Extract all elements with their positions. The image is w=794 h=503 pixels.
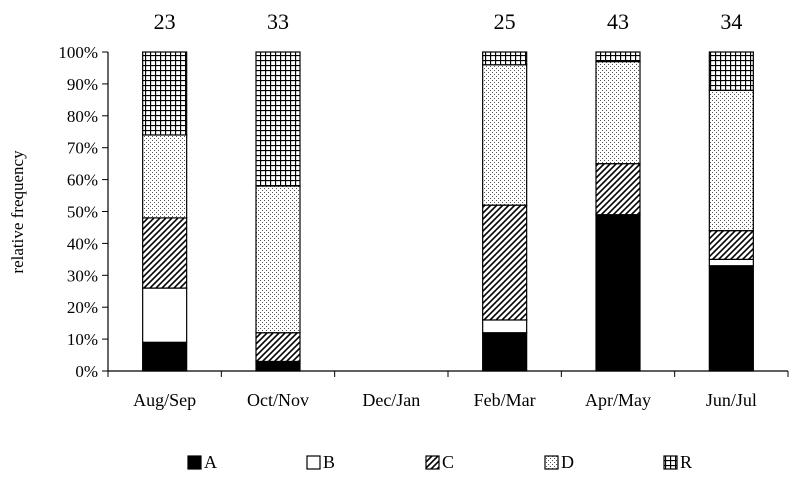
bar-segment-b — [482, 319, 528, 334]
bar-segment-b — [708, 258, 754, 267]
y-tick-label: 80% — [67, 107, 98, 126]
bar-segment-a — [482, 332, 528, 372]
y-axis: 0% 10% 20% 30% 40% 50% 60% 70% 80% 90% 100% — [58, 43, 109, 381]
bar-total-label: 23 — [154, 9, 176, 34]
bar-segment-a — [595, 214, 641, 372]
y-axis-label: relative frequency — [8, 150, 27, 274]
legend-swatch-c — [425, 455, 440, 470]
y-tick-label: 40% — [67, 234, 98, 253]
bar-total-label: 34 — [720, 9, 742, 34]
bar-segment-d — [595, 60, 641, 165]
x-tick-label: Dec/Jan — [362, 390, 420, 410]
bar-totals: 23 33 25 43 34 — [154, 9, 743, 34]
legend-swatch-a — [187, 455, 202, 470]
bar-segment-r — [142, 51, 188, 136]
y-tick-label: 100% — [58, 43, 98, 62]
legend-label-r: R — [680, 452, 692, 472]
x-tick-label: Aug/Sep — [133, 390, 196, 410]
x-axis: Aug/Sep Oct/Nov Dec/Jan Feb/Mar Apr/May Jun/J… — [107, 370, 789, 410]
bar-segment-a — [142, 341, 188, 372]
bar-segment-a — [255, 360, 301, 372]
legend-label-c: C — [442, 452, 454, 472]
bar-total-label: 33 — [267, 9, 289, 34]
legend-label-a: A — [204, 452, 217, 472]
bar-segment-d — [142, 134, 188, 219]
x-tick-label: Jun/Jul — [706, 390, 757, 410]
y-tick-label: 10% — [67, 330, 98, 349]
legend-label-d: D — [561, 452, 574, 472]
bar-segment-r — [708, 51, 754, 91]
bar-segment-d — [255, 185, 301, 334]
bar-segment-d — [708, 89, 754, 232]
legend-label-b: B — [323, 452, 335, 472]
y-tick-label: 90% — [67, 75, 98, 94]
x-tick-label: Oct/Nov — [247, 390, 309, 410]
bar-segment-r — [482, 51, 528, 66]
y-tick-label: 20% — [67, 298, 98, 317]
y-tick-label: 70% — [67, 139, 98, 158]
bar-total-label: 43 — [607, 9, 629, 34]
x-tick-label: Feb/Mar — [474, 390, 536, 410]
y-tick-label: 60% — [67, 171, 98, 190]
bar-segment-r — [595, 51, 641, 63]
bar-segment-a — [708, 265, 754, 372]
bar-segment-d — [482, 64, 528, 206]
bar-segment-c — [255, 332, 301, 363]
bar-segment-b — [142, 287, 188, 343]
y-tick-label: 50% — [67, 203, 98, 222]
bars — [142, 51, 754, 372]
bar-total-label: 25 — [494, 9, 516, 34]
legend-swatch-b — [306, 455, 321, 470]
legend-swatch-d — [544, 455, 559, 470]
bar-segment-c — [142, 217, 188, 289]
bar-segment-c — [482, 204, 528, 321]
y-tick-label: 30% — [67, 266, 98, 285]
legend-swatch-r — [663, 455, 678, 470]
bar-segment-c — [708, 230, 754, 260]
bar-segment-r — [255, 51, 301, 187]
x-tick-label: Apr/May — [585, 390, 651, 410]
bar-segment-c — [595, 163, 641, 216]
y-tick-label: 0% — [75, 362, 98, 381]
